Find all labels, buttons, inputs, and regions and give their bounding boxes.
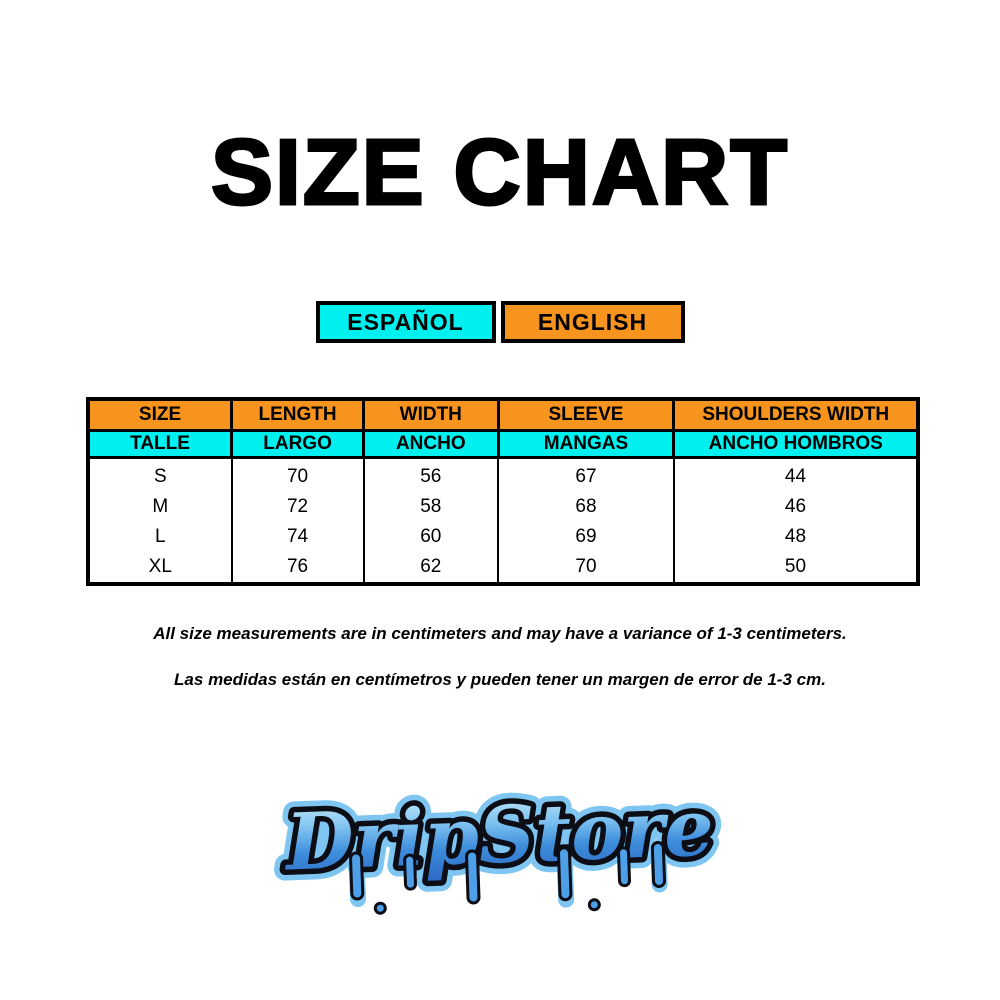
table-cell: 58	[362, 492, 500, 522]
table-header-english: SIZE LENGTH WIDTH SLEEVE SHOULDERS WIDTH	[86, 397, 920, 432]
table-cell: S	[87, 457, 233, 492]
logo-drip	[349, 851, 365, 901]
logo-droplet	[587, 898, 601, 912]
header-cell: WIDTH	[362, 397, 500, 432]
table-cell: 74	[230, 522, 365, 552]
table-cell: 70	[497, 552, 675, 584]
header-cell: SLEEVE	[496, 397, 676, 432]
tab-english[interactable]: ENGLISH	[500, 301, 685, 343]
table-cell: 70	[230, 457, 365, 492]
table-cell: L	[87, 522, 233, 552]
logo-drip	[650, 840, 667, 888]
table-cell: M	[87, 492, 233, 522]
language-tabs: ESPAÑOL ENGLISH	[0, 301, 1000, 343]
table-cell: 50	[672, 552, 920, 584]
logo-text-fill: DripStore	[282, 783, 715, 889]
table-row: XL 76 62 70 50	[87, 552, 920, 584]
header-cell: SHOULDERS WIDTH	[672, 397, 920, 432]
table-cell: 60	[362, 522, 500, 552]
tab-espanol-label: ESPAÑOL	[347, 308, 464, 335]
header-cell: TALLE	[86, 429, 234, 459]
logo-drip	[403, 853, 417, 891]
header-cell: SIZE	[86, 397, 234, 432]
tab-english-label: ENGLISH	[537, 308, 648, 335]
header-cell: ANCHO	[362, 429, 500, 459]
logo-drip	[617, 846, 631, 888]
size-table: SIZE LENGTH WIDTH SLEEVE SHOULDERS WIDTH…	[86, 397, 920, 586]
header-cell: LENGTH	[230, 397, 366, 432]
table-row: S 70 56 67 44	[87, 457, 920, 492]
table-cell: 48	[672, 522, 920, 552]
header-cell: LARGO	[230, 429, 366, 459]
size-table-body: S 70 56 67 44 M 72 58 68 46 L 74 60 69 48 XL 76 62 70 50	[87, 457, 920, 584]
table-cell: 76	[230, 552, 365, 584]
table-row: L 74 60 69 48	[87, 522, 920, 552]
logo-text-halo: DripStore	[282, 783, 715, 889]
note-english: All size measurements are in centimeters…	[153, 624, 847, 643]
table-cell: 68	[497, 492, 675, 522]
header-cell: ANCHO HOMBROS	[672, 429, 920, 459]
dripstore-logo: DripStore DripStore DripStore	[270, 748, 730, 928]
tab-espanol[interactable]: ESPAÑOL	[315, 301, 496, 343]
note-spanish: Las medidas están en centímetros y puede…	[174, 670, 826, 689]
table-cell: XL	[87, 552, 233, 584]
logo-drip	[465, 849, 481, 905]
table-header-spanish: TALLE LARGO ANCHO MANGAS ANCHO HOMBROS	[86, 429, 920, 459]
table-cell: 67	[497, 457, 675, 492]
logo-droplet	[373, 901, 387, 915]
table-cell: 46	[672, 492, 920, 522]
logo-drip	[557, 846, 573, 902]
table-cell: 44	[672, 457, 920, 492]
dripstore-logo-graphic: DripStore DripStore DripStore	[271, 772, 726, 915]
table-cell: 62	[362, 552, 500, 584]
table-cell: 69	[497, 522, 675, 552]
header-cell: MANGAS	[496, 429, 676, 459]
page-title: SIZE CHART	[210, 120, 789, 224]
table-cell: 72	[230, 492, 365, 522]
table-cell: 56	[362, 457, 500, 492]
table-row: M 72 58 68 46	[87, 492, 920, 522]
